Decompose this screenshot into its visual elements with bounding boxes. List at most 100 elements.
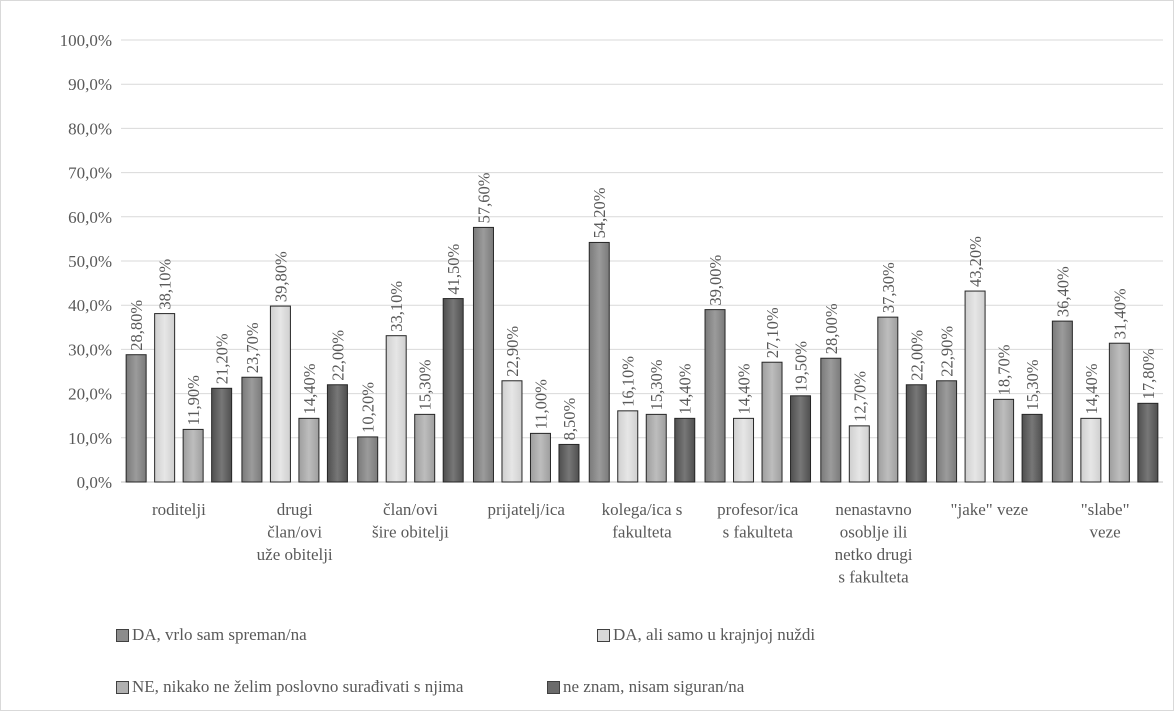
data-label: 16,10% bbox=[619, 356, 638, 407]
bar bbox=[385, 335, 407, 483]
bar bbox=[964, 290, 986, 483]
data-label: 41,50% bbox=[444, 243, 463, 294]
bar bbox=[790, 395, 812, 483]
bar bbox=[1080, 417, 1102, 483]
data-label: 22,00% bbox=[907, 330, 926, 381]
data-label: 22,00% bbox=[328, 330, 347, 381]
data-label: 31,40% bbox=[1110, 288, 1129, 339]
bar bbox=[1051, 320, 1073, 483]
data-label: 10,20% bbox=[359, 382, 378, 433]
bar bbox=[588, 241, 610, 483]
data-label: 18,70% bbox=[995, 344, 1014, 395]
bar bbox=[761, 361, 783, 483]
bar bbox=[357, 436, 379, 483]
gridlines bbox=[121, 39, 1163, 483]
legend-label-series-3: NE, nikako ne želim poslovno surađivati … bbox=[132, 677, 464, 696]
data-label: 57,60% bbox=[474, 172, 493, 223]
data-label: 17,80% bbox=[1139, 348, 1158, 399]
data-label: 27,10% bbox=[763, 307, 782, 358]
data-label: 23,70% bbox=[243, 322, 262, 373]
y-tick-label: 100,0% bbox=[60, 31, 112, 50]
bar bbox=[269, 305, 291, 483]
bar bbox=[848, 425, 870, 483]
data-label: 14,40% bbox=[300, 363, 319, 414]
data-label: 15,30% bbox=[1023, 359, 1042, 410]
data-label: 21,20% bbox=[213, 333, 232, 384]
data-label: 54,20% bbox=[590, 187, 609, 238]
bar bbox=[414, 413, 436, 483]
bar bbox=[501, 380, 523, 483]
bar bbox=[674, 417, 696, 483]
legend-swatch-series-2 bbox=[597, 628, 610, 642]
legend-swatch-series-4 bbox=[547, 680, 560, 694]
data-label: 28,00% bbox=[822, 303, 841, 354]
bar bbox=[993, 398, 1015, 483]
bar bbox=[154, 313, 176, 483]
data-label: 11,90% bbox=[184, 375, 203, 426]
x-category-label: drugi član/ovi uže obitelji bbox=[257, 500, 333, 564]
legend-label-series-1: DA, vrlo sam spreman/na bbox=[132, 625, 307, 644]
data-label: 14,40% bbox=[735, 363, 754, 414]
bar bbox=[1137, 402, 1159, 483]
data-label: 8,50% bbox=[560, 398, 579, 441]
legend-item-series-4: ne znam, nisam siguran/na bbox=[547, 677, 744, 697]
data-label: 19,50% bbox=[792, 341, 811, 392]
data-label: 15,30% bbox=[416, 359, 435, 410]
bar bbox=[617, 410, 639, 483]
bar bbox=[558, 443, 580, 483]
y-tick-label: 80,0% bbox=[68, 119, 112, 138]
data-label: 12,70% bbox=[850, 371, 869, 422]
y-tick-label: 0,0% bbox=[77, 473, 112, 492]
bar bbox=[1021, 413, 1043, 483]
bar bbox=[442, 298, 464, 483]
bar bbox=[182, 428, 204, 483]
y-axis-ticks: 0,0% 10,0% 20,0% 30,0% 40,0% 50,0% 60,0% 70,0% 8… bbox=[60, 31, 112, 492]
bar bbox=[326, 384, 348, 483]
data-label: 14,40% bbox=[676, 363, 695, 414]
legend-swatch-series-1 bbox=[116, 628, 129, 642]
data-label: 37,30% bbox=[879, 262, 898, 313]
y-tick-label: 90,0% bbox=[68, 75, 112, 94]
data-label: 15,30% bbox=[647, 359, 666, 410]
bar bbox=[298, 417, 320, 483]
data-label: 33,10% bbox=[387, 281, 406, 332]
bar bbox=[645, 413, 667, 483]
x-category-label: član/ovi šire obitelji bbox=[372, 500, 449, 542]
bar bbox=[241, 376, 263, 483]
x-category-label: roditelji bbox=[152, 500, 206, 519]
y-tick-label: 40,0% bbox=[68, 296, 112, 315]
data-label: 39,80% bbox=[271, 251, 290, 302]
data-label: 14,40% bbox=[1082, 363, 1101, 414]
bar bbox=[877, 316, 899, 483]
data-label: 36,40% bbox=[1053, 266, 1072, 317]
data-label: 43,20% bbox=[966, 236, 985, 287]
data-label: 22,90% bbox=[938, 326, 957, 377]
bars bbox=[125, 226, 1159, 483]
y-tick-label: 70,0% bbox=[68, 164, 112, 183]
legend-item-series-1: DA, vrlo sam spreman/na bbox=[116, 625, 307, 645]
bar bbox=[1108, 342, 1130, 483]
y-tick-label: 20,0% bbox=[68, 385, 112, 404]
data-label: 22,90% bbox=[503, 326, 522, 377]
bar bbox=[820, 357, 842, 483]
data-labels: 28,80% 23,70% 10,20% 57,60% 54,20% 39,00% 28,0… bbox=[127, 172, 1158, 440]
y-tick-label: 10,0% bbox=[68, 429, 112, 448]
data-label: 39,00% bbox=[706, 254, 725, 305]
legend-item-series-3: NE, nikako ne želim poslovno surađivati … bbox=[116, 677, 463, 697]
x-category-label: "jake" veze bbox=[951, 500, 1029, 519]
x-category-label: kolega/ica s fakulteta bbox=[602, 500, 683, 542]
bar bbox=[211, 387, 233, 483]
legend-label-series-4: ne znam, nisam siguran/na bbox=[563, 677, 745, 696]
x-axis-categories: roditelji drugi član/ovi uže obitelji član/o… bbox=[152, 500, 1130, 587]
data-label: 28,80% bbox=[127, 300, 146, 351]
bar bbox=[529, 432, 551, 483]
x-category-label: "slabe" veze bbox=[1081, 500, 1130, 542]
bar bbox=[125, 354, 147, 483]
bar bbox=[905, 384, 927, 483]
bar bbox=[936, 380, 958, 483]
data-label: 11,00% bbox=[531, 379, 550, 430]
y-tick-label: 60,0% bbox=[68, 208, 112, 227]
x-category-label: profesor/ica s fakulteta bbox=[717, 500, 799, 542]
